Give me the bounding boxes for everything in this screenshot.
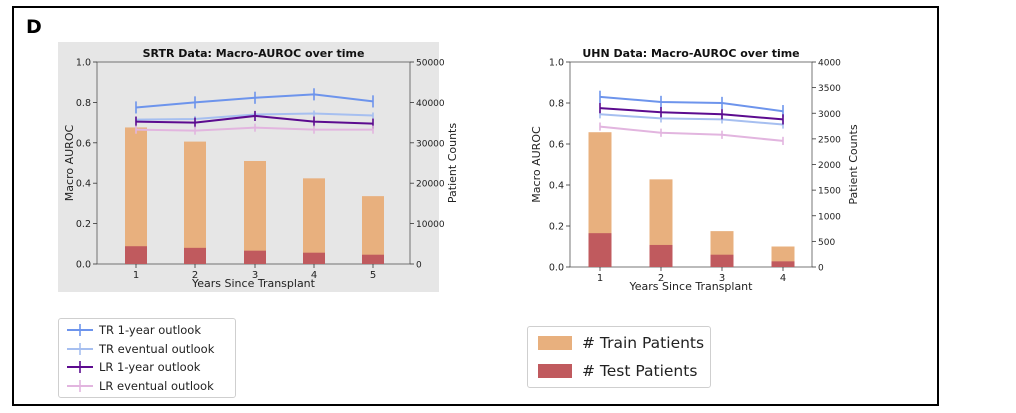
x-axis-label: Years Since Transplant — [629, 280, 754, 293]
legend-label: LR 1-year outlook — [99, 360, 201, 374]
y-right-tick-label: 40000 — [416, 99, 445, 109]
y-tick-label: 0.8 — [76, 98, 91, 109]
y-tick-label: 1.0 — [76, 58, 91, 69]
x-tick-label: 4 — [780, 273, 786, 284]
y-right-tick-label: 50000 — [416, 59, 445, 69]
legend-label: # Test Patients — [582, 362, 698, 380]
y-right-tick-label: 1500 — [818, 187, 841, 197]
legend-item-lr-eventual-outlook: LR eventual outlook — [65, 379, 214, 393]
y-tick-label: 0.4 — [549, 181, 564, 192]
legend-line-marker — [67, 361, 93, 373]
legend-item-tr-1-year-outlook: TR 1-year outlook — [65, 323, 201, 337]
train-bar-4 — [303, 178, 325, 264]
y-right-tick-label: 10000 — [416, 220, 445, 230]
legend-item--test-patients: # Test Patients — [536, 361, 697, 381]
chart-srtr — [58, 42, 439, 292]
line-series-3 — [599, 125, 784, 142]
legend-swatch — [538, 336, 572, 350]
test-bar-2 — [184, 247, 206, 264]
chart-title: SRTR Data: Macro-AUROC over time — [143, 47, 365, 60]
test-bar-5 — [362, 254, 384, 264]
y-tick-label: 0.2 — [76, 219, 91, 230]
y-right-tick-label: 3000 — [818, 110, 841, 120]
x-tick-label: 5 — [370, 270, 376, 281]
train-bar-5 — [362, 196, 384, 264]
y-right-tick-label: 20000 — [416, 180, 445, 190]
chart-title: UHN Data: Macro-AUROC over time — [582, 47, 799, 60]
test-bar-3 — [244, 250, 266, 264]
panel-label: D — [26, 16, 42, 38]
line-series-2 — [599, 107, 784, 121]
y-tick-label: 0.6 — [76, 138, 91, 149]
x-tick-label: 1 — [133, 270, 139, 281]
y-right-tick-label: 500 — [818, 238, 835, 248]
y-right-tick-label: 30000 — [416, 139, 445, 149]
y-tick-label: 1.0 — [549, 58, 564, 69]
y-right-axis-label: Patient Counts — [446, 123, 459, 203]
y-right-tick-label: 3500 — [818, 84, 841, 94]
x-tick-label: 4 — [311, 270, 317, 281]
y-right-tick-label: 0 — [818, 264, 824, 274]
test-bar-4 — [771, 261, 795, 267]
y-right-tick-label: 0 — [416, 261, 422, 271]
test-bar-3 — [710, 254, 734, 267]
x-axis-label: Years Since Transplant — [191, 277, 316, 290]
test-bar-1 — [588, 233, 612, 267]
line-series-0 — [599, 95, 784, 113]
line-series-1 — [599, 113, 784, 126]
test-bar-4 — [303, 252, 325, 264]
legend-line-marker — [67, 379, 93, 392]
y-right-tick-label: 2500 — [818, 135, 841, 145]
x-tick-label: 2 — [658, 273, 664, 284]
x-tick-label: 3 — [719, 273, 725, 284]
y-tick-label: 0.2 — [549, 222, 564, 233]
legend-label: # Train Patients — [582, 334, 705, 352]
y-axis-label: Macro AUROC — [530, 126, 543, 203]
legend-line-marker — [67, 342, 93, 355]
legend-label: TR eventual outlook — [99, 341, 215, 356]
legend-label: LR eventual outlook — [99, 378, 214, 393]
y-tick-label: 0.8 — [549, 99, 564, 110]
train-bar-1 — [125, 127, 147, 264]
test-bar-1 — [125, 246, 147, 264]
legend-item-tr-eventual-outlook: TR eventual outlook — [65, 342, 214, 356]
y-right-tick-label: 1000 — [818, 212, 841, 222]
y-tick-label: 0.6 — [549, 140, 564, 151]
legend-item--train-patients: # Train Patients — [536, 333, 704, 353]
legend-item-lr-1-year-outlook: LR 1-year outlook — [65, 360, 200, 374]
legend-label: TR 1-year outlook — [99, 323, 202, 337]
chart-uhn — [566, 61, 816, 271]
bar-legend: # Train Patients # Test Patients — [527, 326, 711, 388]
y-right-axis-label: Patient Counts — [847, 124, 860, 204]
x-tick-label: 3 — [252, 270, 258, 281]
test-bar-2 — [649, 244, 673, 267]
y-right-tick-label: 2000 — [818, 161, 841, 171]
y-tick-label: 0.0 — [549, 263, 564, 274]
train-bar-3 — [244, 160, 266, 264]
y-right-tick-label: 4000 — [818, 59, 841, 69]
x-tick-label: 2 — [192, 270, 198, 281]
legend-swatch — [538, 364, 572, 378]
y-tick-label: 0.0 — [76, 260, 91, 271]
y-tick-label: 0.4 — [76, 179, 91, 190]
train-bar-2 — [184, 141, 206, 264]
legend-line-marker — [67, 324, 93, 336]
line-legend: TR 1-year outlook TR eventual outlook LR 1… — [58, 318, 236, 398]
x-tick-label: 1 — [597, 273, 603, 284]
y-axis-label: Macro AUROC — [63, 125, 76, 202]
